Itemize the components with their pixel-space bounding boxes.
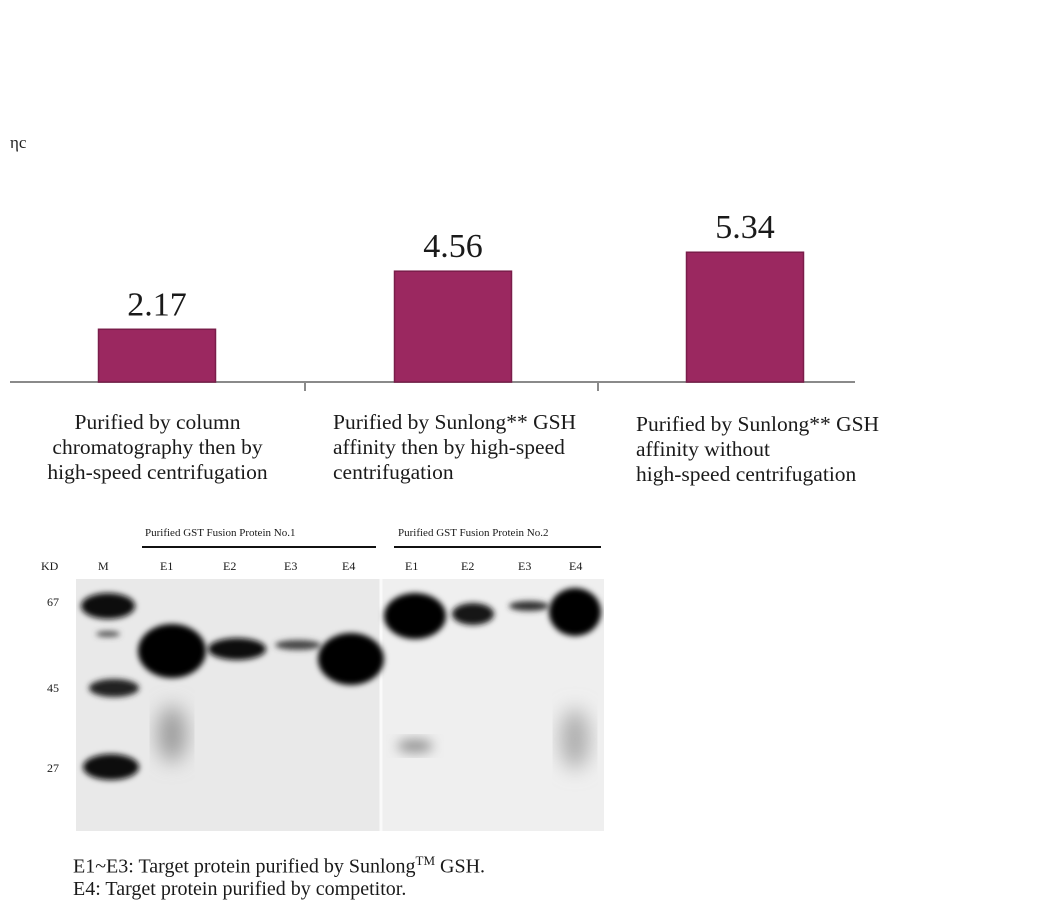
category-label-2: Purified by Sunlong** GSH affinity then … [333, 410, 577, 484]
band-g1-e2 [208, 638, 266, 660]
lane-label-g1-e1: E1 [160, 559, 174, 573]
lane-label-g2-e4: E4 [569, 559, 583, 573]
category-label-3: Purified by Sunlong** GSH affinity witho… [636, 412, 880, 486]
band-g2-e2 [452, 603, 494, 625]
bar-1 [97, 328, 217, 383]
lane-label-marker: M [98, 559, 109, 573]
gel-image [76, 579, 604, 831]
caption-trademark: TM [415, 853, 436, 868]
smear-g2-e1 [397, 740, 433, 752]
bar-value-label-2: 4.56 [423, 228, 483, 265]
kd-marker-27: 27 [47, 761, 59, 775]
marker-band-faint [96, 631, 120, 637]
band-g1-e1 [138, 624, 206, 678]
lane-label-g2-e3: E3 [518, 559, 532, 573]
smear-g1-e1 [158, 706, 186, 762]
gel-group1-underline [142, 546, 376, 548]
lane-label-g1-e2: E2 [223, 559, 237, 573]
lane-label-g2-e2: E2 [461, 559, 475, 573]
kd-marker-67: 67 [47, 595, 59, 609]
lane-label-g1-e3: E3 [284, 559, 298, 573]
kd-marker-45: 45 [47, 681, 59, 695]
gel-group2-title: Purified GST Fusion Protein No.2 [398, 527, 549, 539]
band-g2-e1 [384, 593, 446, 639]
marker-band-67 [81, 593, 135, 619]
band-g1-e4 [318, 633, 384, 685]
category-label-1: Purified by column chromatography then b… [47, 410, 268, 484]
caption-line-1-suffix: GSH. [435, 855, 486, 878]
band-g2-e4 [549, 588, 601, 636]
lane-label-g2-e1: E1 [405, 559, 419, 573]
band-g1-e3 [275, 640, 321, 650]
marker-band-27 [83, 754, 139, 780]
bar-value-label-3: 5.34 [715, 209, 775, 246]
caption-line-1: E1~E3: Target protein purified by Sunlon… [73, 853, 485, 879]
bar-3 [685, 251, 805, 383]
gel-group2-underline [394, 546, 601, 548]
bar-chart: 2.17 4.56 5.34 [10, 209, 855, 391]
marker-band-45 [89, 679, 139, 697]
caption-line-2: E4: Target protein purified by competito… [73, 878, 407, 900]
cut-off-axis-text: ηc [10, 133, 27, 152]
smear-g2-e4 [561, 709, 589, 769]
gel-group1-title: Purified GST Fusion Protein No.1 [145, 527, 296, 539]
kd-header: KD [41, 559, 59, 573]
bar-value-label-1: 2.17 [127, 286, 187, 323]
band-g2-e3 [509, 601, 549, 611]
caption-line-1-prefix: E1~E3: Target protein purified by Sunlon… [73, 855, 416, 878]
bar-2 [393, 270, 513, 383]
lane-label-g1-e4: E4 [342, 559, 356, 573]
